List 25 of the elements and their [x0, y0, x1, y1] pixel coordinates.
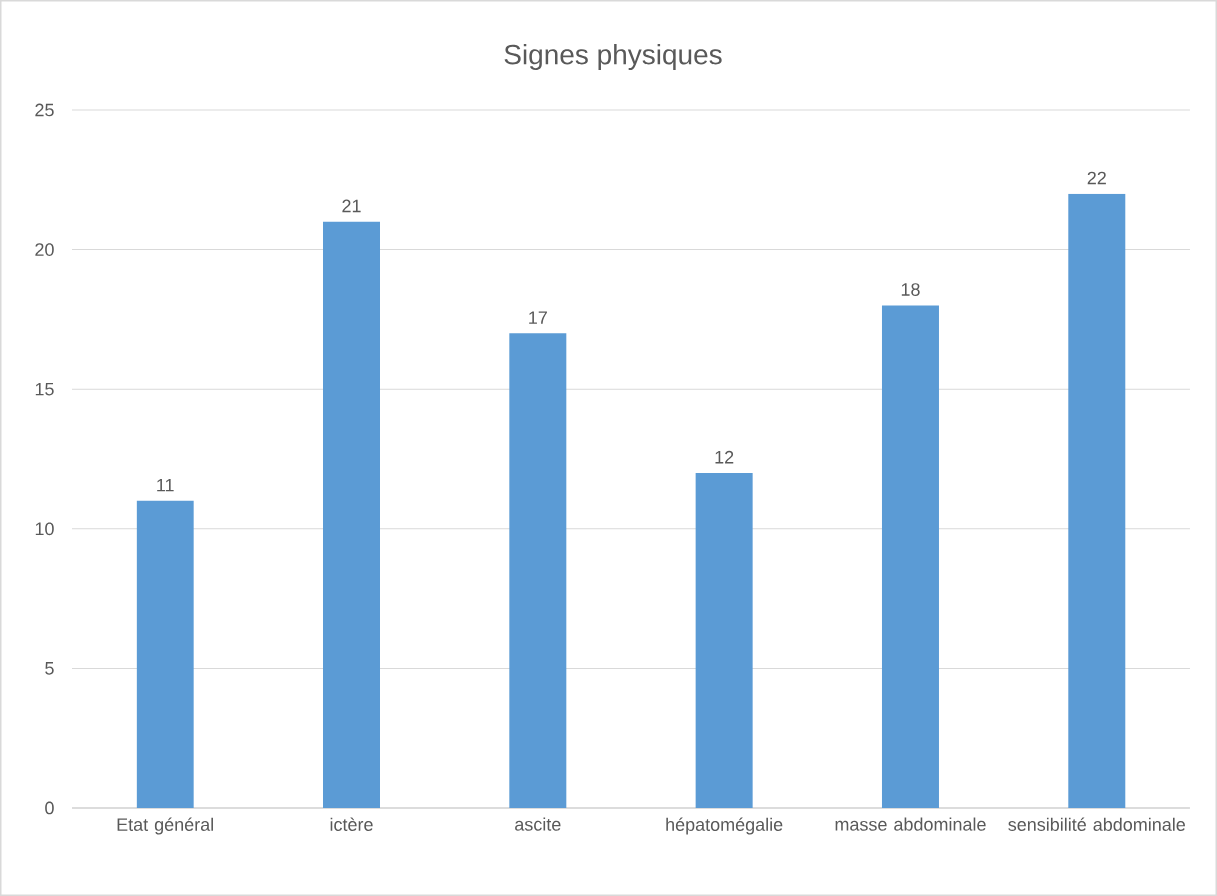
- y-tick-label: 20: [35, 243, 54, 256]
- data-label: 18: [901, 283, 920, 296]
- y-tick-label: 15: [35, 382, 54, 396]
- y-tick-label: 25: [35, 103, 54, 117]
- x-tick-label: masse abdominale: [835, 817, 986, 831]
- bar: [323, 221, 380, 808]
- data-label: 21: [342, 199, 361, 213]
- data-label: 22: [1087, 171, 1106, 185]
- x-tick-label: ictère: [330, 817, 373, 831]
- data-label: 12: [715, 450, 734, 464]
- bar: [1068, 193, 1126, 808]
- x-tick-label: sensibilité abdominale: [1008, 817, 1185, 831]
- x-tick-label: hépatomégalie: [666, 817, 783, 835]
- bar: [136, 500, 194, 808]
- data-label: 11: [157, 478, 174, 492]
- x-tick-label: Etat général: [117, 817, 213, 835]
- bar: [695, 472, 753, 808]
- x-tick-label: ascite: [515, 817, 561, 831]
- chart-title: Signes physiques: [504, 43, 722, 71]
- y-tick-label: 5: [45, 662, 54, 675]
- y-tick-label: 10: [35, 522, 54, 536]
- bar: [509, 333, 567, 808]
- bar: [881, 305, 939, 808]
- data-label: 17: [529, 311, 547, 324]
- y-tick-label: 0: [45, 801, 54, 815]
